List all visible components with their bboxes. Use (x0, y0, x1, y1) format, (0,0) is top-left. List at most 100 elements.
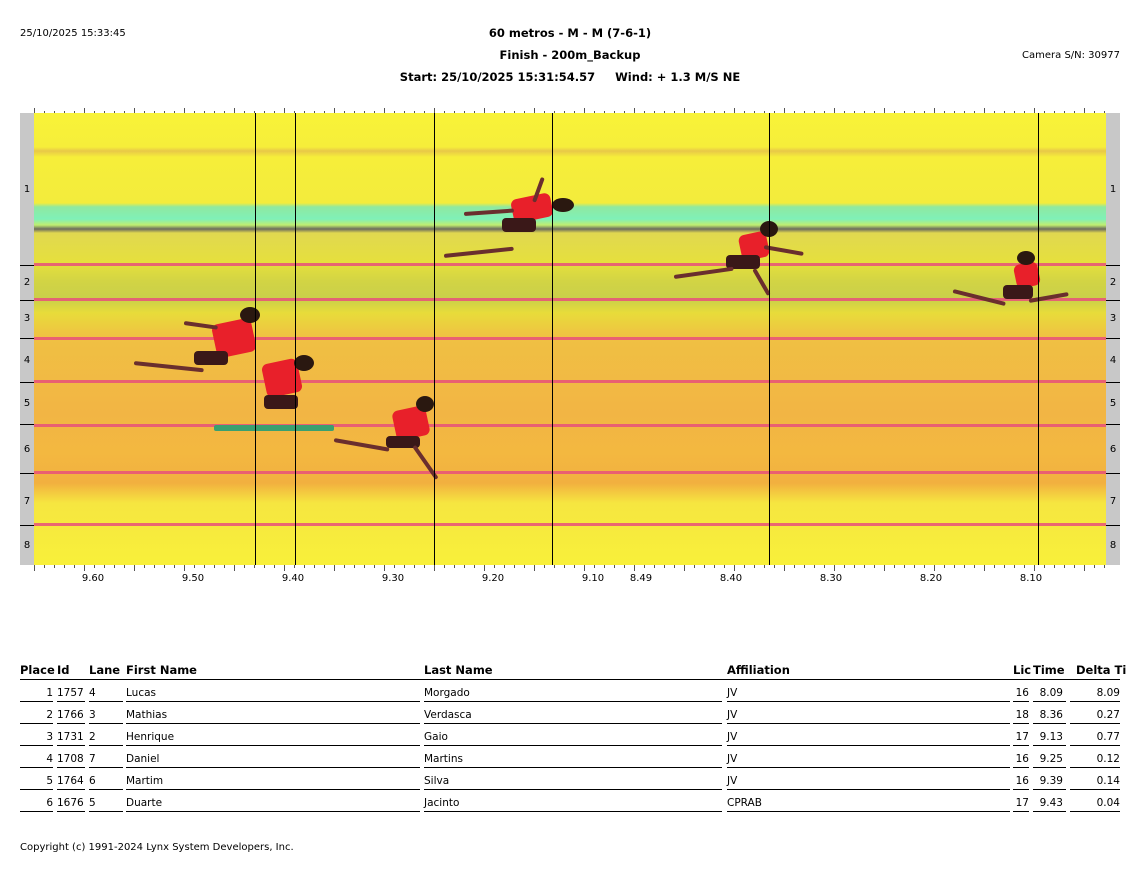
ruler-tick (864, 565, 865, 568)
ruler-tick (974, 111, 975, 114)
ruler-tick (64, 111, 65, 114)
ruler-tick (404, 565, 405, 568)
ruler-tick (524, 111, 525, 114)
ruler-tick (214, 111, 215, 114)
ruler-tick (494, 111, 495, 114)
lane-number-right: 4 (1109, 355, 1117, 366)
ruler-tick (164, 111, 165, 114)
ruler-tick (484, 565, 485, 571)
lane-number-right: 2 (1109, 277, 1117, 288)
ruler-tick (124, 111, 125, 114)
ruler-tick (1034, 108, 1035, 114)
cell-last: Gaio (424, 731, 448, 743)
time-axis-label: 8.10 (1019, 573, 1043, 584)
cell-id: 1766 (57, 709, 84, 721)
ruler-tick (744, 565, 745, 568)
ruler-tick (154, 565, 155, 568)
lane-number-right: 1 (1109, 184, 1117, 195)
lane-line (34, 263, 1106, 266)
ruler-tick (264, 565, 265, 568)
cell-lane: 5 (89, 797, 96, 809)
cell-affiliation: JV (727, 753, 738, 765)
ruler-tick (1074, 565, 1075, 568)
ruler-tick (314, 565, 315, 568)
ruler-tick (34, 565, 35, 571)
header-underline (20, 679, 1120, 680)
cell-place: 1 (46, 687, 53, 699)
time-line (295, 113, 296, 565)
cell-first: Martim (126, 775, 164, 787)
ruler-tick (424, 565, 425, 568)
ruler-tick (614, 565, 615, 568)
ruler-tick (384, 108, 385, 114)
time-axis-label: 8.30 (819, 573, 843, 584)
row-underline (1033, 767, 1066, 768)
ruler-tick (1024, 565, 1025, 568)
cell-place: 3 (46, 731, 53, 743)
ruler-tick (204, 111, 205, 114)
col-header-lane: Lane (89, 663, 121, 677)
ruler-tick (384, 565, 385, 571)
cell-delta: 0.04 (1096, 797, 1120, 809)
cell-lic: 17 (1015, 797, 1029, 809)
ruler-tick (154, 111, 155, 114)
row-underline (424, 811, 722, 812)
ruler-tick (884, 565, 885, 571)
ruler-tick (394, 565, 395, 568)
ruler-tick (284, 108, 285, 114)
cell-lane: 2 (89, 731, 96, 743)
ruler-tick (794, 565, 795, 568)
time-axis-label: 8.49 (629, 573, 653, 584)
ruler-tick (374, 111, 375, 114)
row-underline (1070, 789, 1120, 790)
ruler-tick (304, 565, 305, 568)
ruler-tick (904, 111, 905, 114)
ruler-tick (534, 565, 535, 571)
cell-place: 5 (46, 775, 53, 787)
ruler-tick (604, 565, 605, 568)
row-underline (20, 767, 53, 768)
time-axis-label: 9.30 (381, 573, 405, 584)
lane-scale-right (1106, 113, 1120, 565)
ruler-tick (714, 111, 715, 114)
ruler-tick (664, 565, 665, 568)
ruler-tick (404, 111, 405, 114)
ruler-tick (274, 565, 275, 568)
ruler-tick (874, 565, 875, 568)
row-underline (1033, 745, 1066, 746)
row-underline (1070, 767, 1120, 768)
bottom-time-ruler (20, 565, 1120, 571)
ruler-tick (234, 565, 235, 571)
ruler-tick (824, 565, 825, 568)
row-underline (727, 811, 1010, 812)
ruler-tick (394, 111, 395, 114)
col-header-time: Time (1033, 663, 1065, 677)
time-axis-label: 8.40 (719, 573, 743, 584)
row-underline (1070, 745, 1120, 746)
time-axis-label: 9.40 (281, 573, 305, 584)
ruler-tick (1014, 565, 1015, 568)
row-underline (1033, 789, 1066, 790)
lane-number-left: 1 (23, 184, 31, 195)
ruler-tick (194, 111, 195, 114)
cell-time: 8.36 (1039, 709, 1063, 721)
row-underline (1013, 811, 1029, 812)
ruler-tick (1024, 111, 1025, 114)
finish-strip (34, 113, 1106, 565)
ruler-tick (924, 111, 925, 114)
lane-number-right: 8 (1109, 540, 1117, 551)
row-underline (126, 701, 420, 702)
ruler-tick (854, 111, 855, 114)
cell-delta: 0.77 (1096, 731, 1120, 743)
cell-first: Mathias (126, 709, 168, 721)
ruler-tick (924, 565, 925, 568)
ruler-tick (874, 111, 875, 114)
cell-lic: 18 (1015, 709, 1029, 721)
cell-id: 1757 (57, 687, 84, 699)
col-header-first-name: First Name (126, 663, 197, 677)
ruler-tick (724, 111, 725, 114)
ruler-tick (524, 565, 525, 568)
cell-delta: 0.12 (1096, 753, 1120, 765)
ruler-tick (1094, 111, 1095, 114)
ruler-tick (954, 111, 955, 114)
